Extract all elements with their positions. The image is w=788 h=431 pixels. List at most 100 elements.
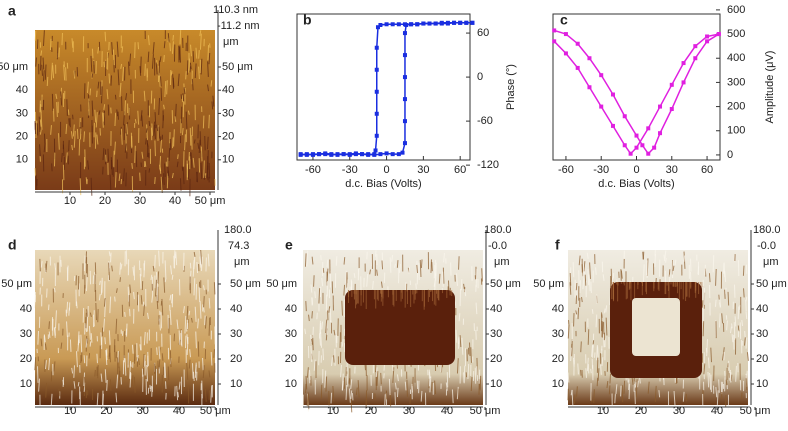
surface-texture	[131, 163, 133, 169]
surface-texture	[129, 362, 131, 379]
surface-texture	[90, 55, 93, 72]
surface-texture	[52, 65, 55, 79]
z-min-label: -0.0	[757, 240, 776, 252]
y-tick-label: 100	[727, 125, 745, 137]
surface-texture	[366, 273, 369, 287]
surface-texture	[104, 369, 107, 383]
surface-texture	[198, 66, 200, 80]
surface-texture	[40, 261, 43, 268]
surface-texture	[702, 321, 705, 337]
surface-texture	[155, 271, 158, 283]
surface-texture	[184, 315, 187, 334]
surface-texture	[331, 357, 333, 366]
surface-texture	[44, 343, 47, 350]
surface-texture	[408, 266, 410, 274]
surface-texture	[305, 301, 307, 312]
y-tick-label: 30	[16, 107, 28, 119]
surface-texture	[707, 372, 710, 388]
surface-texture	[718, 313, 721, 328]
surface-texture	[372, 280, 374, 290]
surface-texture	[200, 249, 203, 265]
surface-texture	[725, 379, 728, 386]
surface-texture	[204, 388, 207, 402]
surface-texture	[375, 367, 378, 377]
surface-texture	[376, 269, 378, 276]
surface-texture	[396, 260, 399, 268]
surface-texture	[384, 394, 386, 406]
surface-texture	[93, 314, 95, 327]
surface-texture	[166, 80, 168, 95]
surface-texture	[98, 293, 101, 301]
surface-texture	[443, 253, 446, 263]
surface-texture	[578, 255, 581, 266]
data-point	[378, 23, 383, 28]
surface-texture	[151, 123, 154, 136]
surface-texture	[333, 355, 335, 363]
surface-texture	[602, 331, 605, 348]
surface-texture	[605, 305, 608, 313]
surface-texture	[628, 383, 631, 400]
surface-texture	[91, 73, 94, 78]
surface-texture	[39, 119, 42, 127]
surface-texture	[119, 262, 122, 275]
surface-texture	[102, 148, 105, 161]
surface-texture	[110, 75, 113, 86]
surface-texture	[721, 354, 724, 361]
y2-tick-label: 10	[756, 378, 768, 390]
x-tick-label: 60	[454, 164, 466, 176]
surface-texture	[433, 265, 436, 279]
data-point	[439, 21, 444, 26]
data-point	[622, 114, 627, 119]
data-point	[396, 22, 401, 27]
surface-texture	[58, 133, 60, 150]
surface-texture	[151, 294, 154, 303]
surface-texture	[53, 361, 56, 372]
surface-texture	[108, 330, 111, 345]
surface-texture	[470, 347, 472, 363]
surface-texture	[188, 359, 191, 369]
surface-texture	[106, 89, 109, 100]
data-point	[693, 44, 698, 49]
surface-texture	[305, 376, 308, 390]
surface-texture	[114, 172, 117, 188]
data-point	[563, 51, 568, 56]
surface-texture	[738, 305, 741, 311]
surface-texture	[674, 259, 677, 266]
surface-texture	[158, 358, 161, 369]
surface-texture	[179, 30, 182, 45]
surface-texture	[158, 250, 160, 267]
surface-texture	[93, 61, 95, 74]
surface-texture	[567, 372, 570, 383]
surface-texture	[654, 385, 657, 402]
surface-texture	[51, 93, 54, 111]
surface-texture	[176, 161, 179, 168]
x-tick-label: 30	[403, 405, 415, 417]
data-point	[396, 152, 401, 157]
surface-texture	[733, 322, 736, 340]
surface-texture	[420, 390, 423, 402]
surface-texture	[731, 323, 733, 329]
surface-texture	[157, 271, 160, 285]
surface-texture	[590, 368, 592, 374]
surface-texture	[461, 337, 464, 355]
surface-texture	[343, 257, 346, 265]
surface-texture	[154, 254, 156, 268]
surface-texture	[50, 393, 53, 409]
y-tick-label: 50 μm	[533, 278, 564, 290]
surface-texture	[207, 61, 209, 77]
surface-texture	[150, 385, 152, 392]
surface-texture	[341, 380, 344, 391]
surface-texture	[83, 355, 86, 364]
surface-texture	[160, 176, 163, 193]
surface-texture	[95, 112, 98, 128]
surface-texture	[186, 334, 189, 345]
surface-texture	[391, 255, 394, 262]
surface-texture	[152, 265, 155, 272]
x-tick-label: 20	[99, 195, 111, 207]
surface-texture	[318, 288, 321, 304]
surface-texture	[314, 291, 316, 299]
surface-texture	[66, 321, 68, 337]
surface-texture	[49, 38, 52, 51]
surface-texture	[727, 291, 730, 306]
surface-texture	[45, 382, 48, 398]
